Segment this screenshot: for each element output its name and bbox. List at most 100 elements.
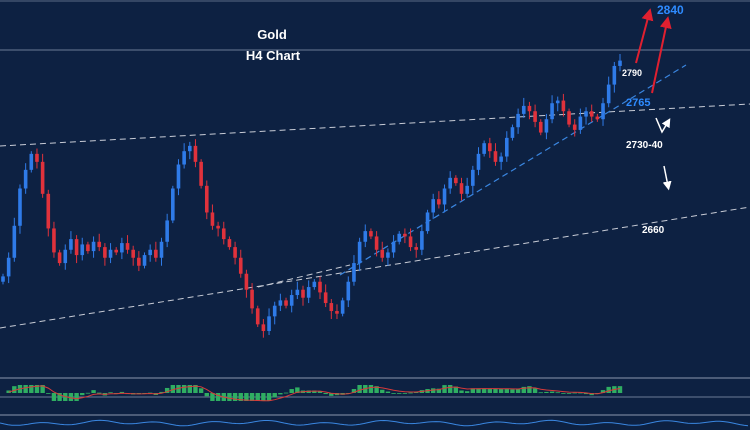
osc-bar xyxy=(442,385,447,393)
candle xyxy=(154,241,158,262)
osc-bar xyxy=(447,385,453,393)
candle xyxy=(482,140,486,157)
osc-bar xyxy=(289,389,294,393)
candle xyxy=(612,61,617,93)
osc-bar xyxy=(312,390,317,393)
candle xyxy=(12,217,17,262)
candle xyxy=(414,243,419,258)
candle-body xyxy=(533,111,537,122)
osc-bar xyxy=(97,392,102,394)
candle-body xyxy=(40,161,45,194)
candle-body xyxy=(612,65,617,85)
osc-bar xyxy=(108,392,113,394)
candle-body xyxy=(216,225,220,229)
osc-bar xyxy=(521,386,526,393)
white-arrow-down xyxy=(662,165,672,191)
osc-bar xyxy=(317,391,323,393)
candle-body xyxy=(340,300,345,314)
candle-body xyxy=(171,188,175,221)
osc-bar xyxy=(283,392,289,394)
candle-body xyxy=(488,143,492,152)
candle xyxy=(142,252,147,269)
candle-body xyxy=(408,236,413,248)
osc-bar xyxy=(470,388,476,393)
candle-body xyxy=(567,111,571,125)
candle-body xyxy=(1,276,5,282)
candle-body xyxy=(131,249,135,258)
osc-bar xyxy=(232,393,238,401)
candle xyxy=(403,228,407,244)
candle-body xyxy=(606,84,611,104)
candle xyxy=(442,184,447,213)
candle-body xyxy=(295,289,300,296)
osc-bar xyxy=(566,393,572,394)
candle xyxy=(216,221,220,237)
osc-bar xyxy=(80,393,85,396)
osc-bar xyxy=(34,385,40,393)
osc-bar xyxy=(51,393,57,401)
osc-bar xyxy=(578,392,583,394)
red-arrow-up-2 xyxy=(651,16,672,94)
candle-body xyxy=(199,161,203,186)
candle xyxy=(595,113,600,122)
candle-body xyxy=(18,188,22,226)
candle xyxy=(471,165,475,194)
candle xyxy=(165,213,169,248)
candle-body xyxy=(442,188,447,205)
candle-body xyxy=(154,249,158,258)
osc-bar xyxy=(23,385,28,393)
chart-subtitle: H4 Chart xyxy=(246,48,301,63)
candle xyxy=(340,297,345,317)
candle-body xyxy=(482,143,486,154)
candle-body xyxy=(80,244,85,256)
candle-body xyxy=(425,212,430,232)
lower-channel-line xyxy=(0,206,750,329)
candle-body xyxy=(431,199,436,213)
candle xyxy=(323,284,328,308)
candle xyxy=(420,224,424,256)
trend-lines xyxy=(0,64,750,329)
base-support-line xyxy=(257,264,351,288)
osc-bar xyxy=(476,388,481,393)
osc-bar xyxy=(198,388,204,393)
candle xyxy=(97,233,102,252)
candle-body xyxy=(584,111,588,117)
candle-body xyxy=(380,249,385,258)
candle-body xyxy=(448,177,452,189)
candle-body xyxy=(74,239,79,256)
candle-body xyxy=(137,257,141,266)
candle xyxy=(397,231,402,245)
candle-body xyxy=(12,225,17,258)
candle-body xyxy=(595,116,600,120)
osc-bar xyxy=(181,385,187,393)
candle-body xyxy=(176,164,181,189)
candle xyxy=(193,139,198,168)
price-label-2840: 2840 xyxy=(657,3,684,17)
osc-bar xyxy=(617,386,623,393)
candle xyxy=(204,180,209,220)
candle xyxy=(363,224,368,248)
candle-body xyxy=(46,193,51,229)
osc-bar xyxy=(91,390,96,393)
candle xyxy=(516,108,520,134)
candle-body xyxy=(284,300,288,306)
osc-bar xyxy=(46,393,51,394)
candle xyxy=(261,319,266,338)
candle xyxy=(148,244,152,262)
upper-channel-line xyxy=(0,103,750,147)
osc-bar xyxy=(278,393,283,395)
candle xyxy=(533,104,537,128)
candle-body xyxy=(148,249,152,256)
osc-bar xyxy=(368,385,374,393)
candle xyxy=(57,249,62,266)
candle xyxy=(521,97,526,118)
osc-bar xyxy=(380,389,385,393)
candle-body xyxy=(244,273,249,290)
candle-body xyxy=(312,281,317,288)
candle xyxy=(476,147,481,176)
osc-bar xyxy=(374,386,379,393)
candle xyxy=(103,243,107,266)
candle-body xyxy=(289,295,294,306)
candle xyxy=(69,231,73,254)
candle xyxy=(306,280,311,304)
